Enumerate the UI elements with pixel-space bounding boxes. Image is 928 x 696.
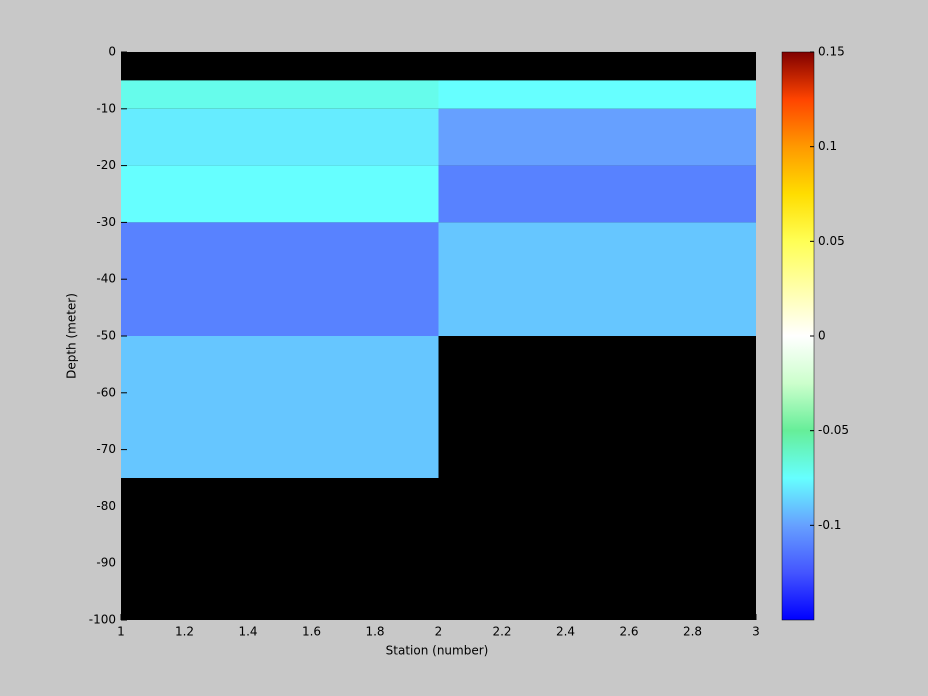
y-tick-label: -30 [96,215,116,229]
y-tick-label: -60 [96,385,116,399]
colorbar-tick-label: -0.05 [818,423,849,437]
y-tick-label: -20 [96,158,116,172]
y-tick-label: -10 [96,101,116,115]
y-tick-label: -80 [96,499,116,513]
x-tick-label: 2.6 [619,625,638,639]
x-tick-label: 1.2 [175,625,194,639]
heatmap-cell [438,108,756,166]
heatmap-cell [121,80,439,109]
y-tick-label: -50 [96,329,116,343]
heatmap-cell [121,336,439,478]
colorbar-tick-label: 0.1 [818,139,837,153]
y-tick-label: -40 [96,272,116,286]
x-tick-label: 2.8 [683,625,702,639]
x-tick-label: 2 [435,625,443,639]
y-tick-label: -100 [89,613,116,627]
colorbar [781,51,815,621]
colorbar-tick-label: 0.05 [818,234,845,248]
heatmap-cell [121,108,439,166]
y-axis-label: Depth (meter) [65,293,79,379]
x-tick-label: 1.8 [365,625,384,639]
x-tick-label: 3 [752,625,760,639]
colorbar-tick-label: -0.1 [818,518,841,532]
colorbar-tick-label: 0.15 [818,45,845,59]
heatmap-cell [438,80,756,109]
x-tick-label: 2.2 [492,625,511,639]
x-tick-label: 2.4 [556,625,575,639]
heatmap-cell [438,222,756,336]
y-tick-label: -90 [96,556,116,570]
y-tick-label: 0 [108,45,116,59]
colorbar-tick-label: 0 [818,329,826,343]
heatmap-cell [121,222,439,336]
x-tick-label: 1.4 [238,625,257,639]
heatmap-cell [438,165,756,223]
y-tick-label: -70 [96,442,116,456]
x-axis-label: Station (number) [386,644,489,658]
x-tick-label: 1.6 [302,625,321,639]
x-tick-label: 1 [117,625,125,639]
heatmap-cell [121,165,439,223]
